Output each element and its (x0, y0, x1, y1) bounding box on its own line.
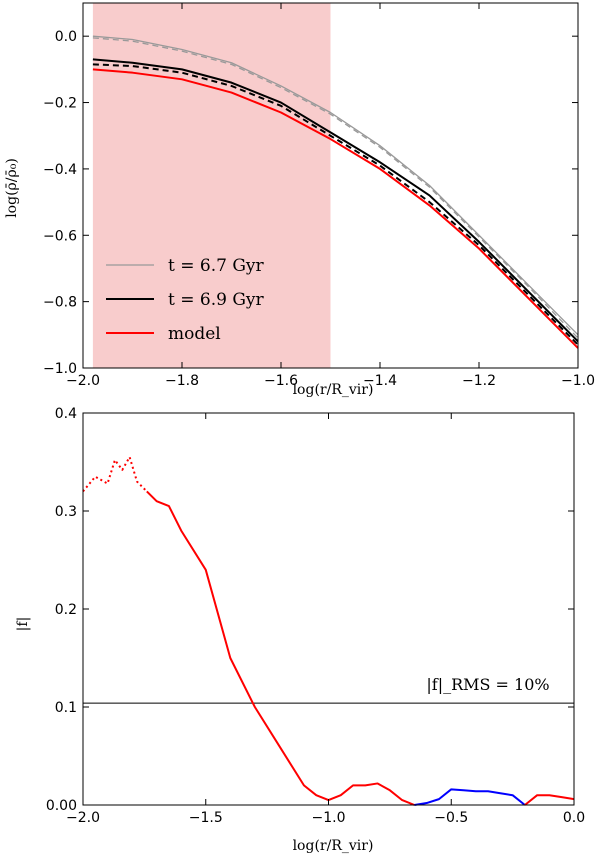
rms-annotation: |f|_RMS = 10% (426, 675, 549, 694)
x-tick-label: −2.0 (66, 373, 100, 389)
top-x-axis-label: log(r/R_vir) (293, 382, 374, 398)
bottom-f-plot: −2.0 −1.5 −1.0 −0.5 0.0 0.00 0.1 0.2 0.3 0.4 log(… (15, 406, 585, 854)
y-tick-label: −0.4 (43, 162, 77, 178)
series-line-3 (92, 63, 579, 346)
x-tick-label: −2.0 (66, 810, 100, 826)
x-tick-label: −1.4 (363, 373, 397, 389)
bottom-x-axis-label: log(r/R_vir) (293, 838, 374, 854)
x-tick-label: −0.5 (434, 810, 468, 826)
x-tick-label: −1.0 (312, 810, 346, 826)
y-tick-label: 0.3 (55, 504, 77, 520)
y-tick-label: 0.0 (55, 29, 77, 45)
top-density-plot: −2.0 −1.8 −1.6 −1.4 −1.2 −1.0 −1.0 −0.8 −0.6 −0.4… (4, 2, 595, 398)
x-tick-label: 0.0 (563, 810, 585, 826)
x-tick-label: −1.5 (189, 810, 223, 826)
y-tick-label: −1.0 (43, 361, 77, 377)
series-line-2 (92, 58, 579, 343)
legend-label-0: t = 6.7 Gyr (168, 256, 265, 276)
y-tick-label: 0.2 (55, 602, 77, 618)
top-y-axis-label: log(ρ̄/ρ̄₀) (4, 158, 20, 218)
legend: t = 6.7 Gyr t = 6.9 Gyr model (106, 256, 265, 344)
x-tick-label: −1.0 (561, 373, 595, 389)
y-tick-label: −0.2 (43, 96, 77, 112)
y-tick-label: 0.1 (55, 700, 77, 716)
series-line-1 (146, 490, 415, 806)
legend-label-2: model (168, 324, 221, 344)
bottom-plot-frame (82, 412, 575, 806)
series-line-4 (92, 68, 579, 349)
x-tick-label: −1.2 (462, 373, 496, 389)
top-plot-frame (82, 2, 579, 369)
y-tick-label: −0.8 (43, 295, 77, 311)
bottom-y-axis-label: |f| (15, 617, 31, 632)
y-tick-label: 0.00 (46, 798, 77, 814)
y-tick-label: 0.4 (55, 406, 77, 422)
series-line-0 (92, 35, 579, 336)
x-tick-label: −1.8 (165, 373, 199, 389)
shaded-region (92, 3, 331, 368)
series-line-0 (82, 456, 148, 493)
legend-label-1: t = 6.9 Gyr (168, 290, 265, 310)
x-tick-label: −1.6 (264, 373, 298, 389)
series-line-1 (92, 37, 579, 339)
series-line-2 (414, 788, 526, 806)
y-tick-label: −0.6 (43, 228, 77, 244)
series-line-3 (524, 794, 575, 806)
